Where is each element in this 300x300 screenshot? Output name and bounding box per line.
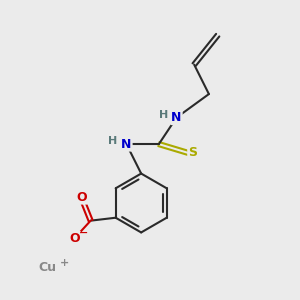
Text: N: N bbox=[121, 138, 132, 151]
Text: S: S bbox=[188, 146, 197, 159]
Text: H: H bbox=[159, 110, 168, 120]
Text: O: O bbox=[69, 232, 80, 245]
Text: H: H bbox=[108, 136, 117, 146]
Text: −: − bbox=[79, 227, 88, 237]
Text: +: + bbox=[60, 258, 69, 268]
Text: N: N bbox=[171, 111, 182, 124]
Text: Cu: Cu bbox=[38, 261, 56, 274]
Text: O: O bbox=[76, 190, 87, 204]
